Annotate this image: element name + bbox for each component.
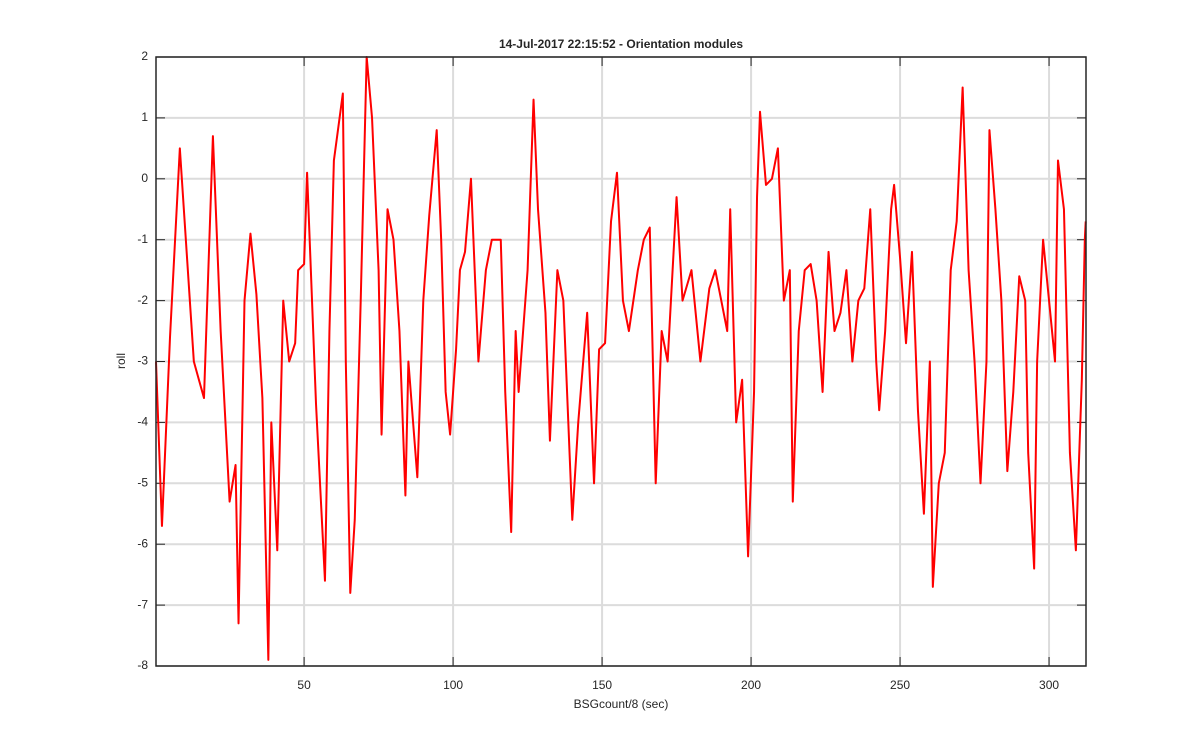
plot-frame bbox=[155, 56, 1087, 667]
y-tick-label: -7 bbox=[137, 597, 148, 611]
y-tick-label: -4 bbox=[137, 415, 148, 429]
chart-title: 14-Jul-2017 22:15:52 - Orientation modul… bbox=[499, 37, 743, 51]
y-axis-label: roll bbox=[114, 353, 128, 369]
y-tick-label: 2 bbox=[141, 49, 148, 63]
y-tick-label: 1 bbox=[141, 110, 148, 124]
x-tick-label: 250 bbox=[890, 678, 910, 692]
y-tick-label: -3 bbox=[137, 354, 148, 368]
x-tick-label: 300 bbox=[1039, 678, 1059, 692]
y-tick-label: -5 bbox=[137, 475, 148, 489]
x-tick-label: 200 bbox=[741, 678, 761, 692]
x-tick-label: 100 bbox=[443, 678, 463, 692]
y-tick-label: 0 bbox=[141, 171, 148, 185]
y-tick-label: -8 bbox=[137, 658, 148, 672]
y-tick-label: -1 bbox=[137, 232, 148, 246]
y-tick-label: -2 bbox=[137, 293, 148, 307]
x-axis-label: BSGcount/8 (sec) bbox=[574, 697, 669, 711]
y-tick-label: -6 bbox=[137, 536, 148, 550]
data-line bbox=[155, 56, 1087, 661]
x-tick-label: 50 bbox=[297, 678, 311, 692]
x-tick-label: 150 bbox=[592, 678, 612, 692]
